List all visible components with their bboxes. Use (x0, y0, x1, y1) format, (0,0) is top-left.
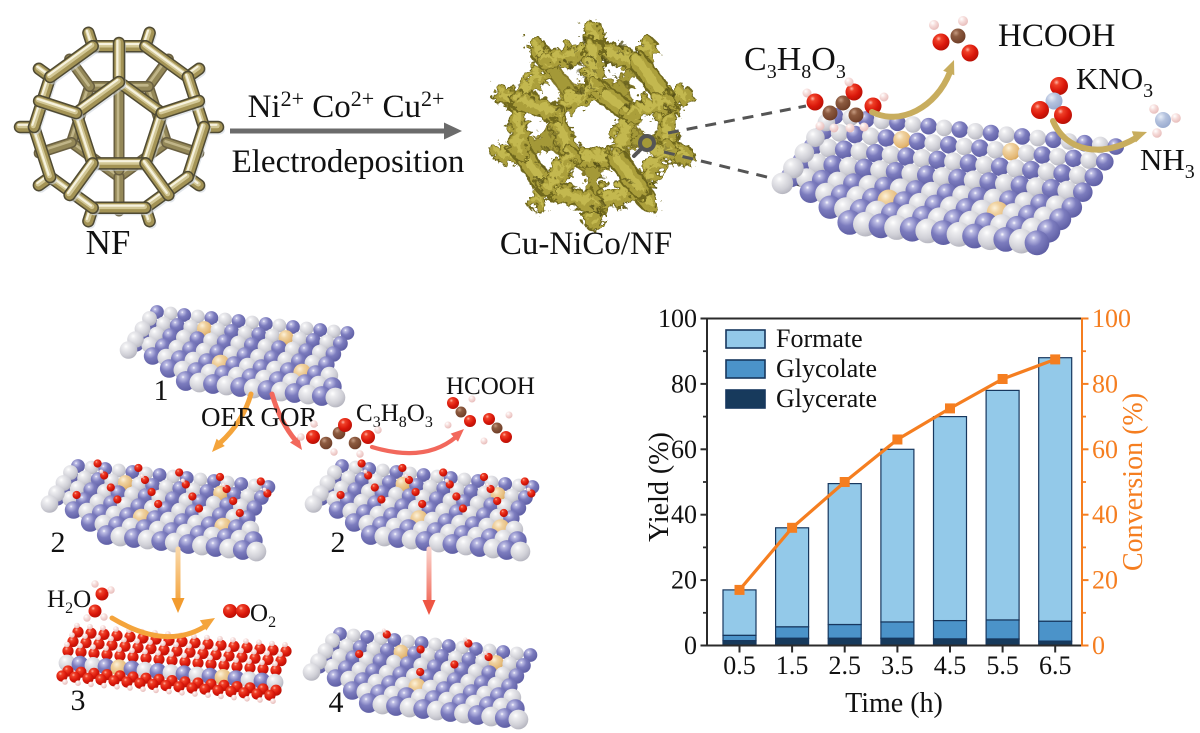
svg-text:Time (h): Time (h) (845, 688, 943, 719)
svg-text:60: 60 (1092, 435, 1118, 464)
svg-text:Cu-NiCo/NF: Cu-NiCo/NF (500, 226, 672, 262)
svg-text:2.5: 2.5 (828, 651, 861, 680)
svg-text:C3H8O3: C3H8O3 (744, 41, 846, 83)
svg-text:60: 60 (671, 435, 697, 464)
svg-text:KNO3: KNO3 (1076, 61, 1153, 102)
svg-text:5.5: 5.5 (986, 651, 1019, 680)
svg-text:3: 3 (71, 684, 86, 717)
svg-text:0.5: 0.5 (723, 651, 756, 680)
svg-text:80: 80 (1092, 369, 1118, 398)
svg-text:4: 4 (329, 686, 344, 719)
svg-text:20: 20 (1092, 566, 1118, 595)
svg-text:Formate: Formate (776, 324, 863, 353)
svg-text:6.5: 6.5 (1039, 651, 1072, 680)
svg-text:HCOOH: HCOOH (446, 373, 535, 400)
svg-text:40: 40 (1092, 500, 1118, 529)
svg-text:Conversion (%): Conversion (%) (1118, 393, 1149, 571)
svg-text:1.5: 1.5 (776, 651, 809, 680)
svg-text:100: 100 (1092, 304, 1131, 333)
svg-text:40: 40 (671, 500, 697, 529)
svg-text:3.5: 3.5 (881, 651, 914, 680)
svg-text:Glycerate: Glycerate (776, 384, 877, 413)
svg-text:Electrodeposition: Electrodeposition (232, 144, 465, 180)
svg-text:80: 80 (671, 369, 697, 398)
svg-text:Glycolate: Glycolate (776, 354, 877, 383)
svg-text:NF: NF (86, 223, 131, 262)
svg-text:OER: OER (201, 402, 255, 432)
svg-text:2: 2 (331, 526, 346, 559)
svg-text:Ni2+ Co2+ Cu2+: Ni2+ Co2+ Cu2+ (248, 86, 445, 125)
svg-text:100: 100 (658, 304, 697, 333)
svg-text:GOR: GOR (260, 402, 317, 432)
svg-text:C3H8O3: C3H8O3 (356, 400, 433, 431)
svg-text:0: 0 (1092, 631, 1105, 660)
svg-text:HCOOH: HCOOH (998, 18, 1115, 54)
svg-text:0: 0 (684, 631, 697, 660)
svg-text:20: 20 (671, 566, 697, 595)
svg-text:Yield (%): Yield (%) (644, 432, 675, 542)
svg-text:1: 1 (154, 374, 169, 407)
svg-text:4.5: 4.5 (934, 651, 967, 680)
svg-text:2: 2 (51, 526, 66, 559)
